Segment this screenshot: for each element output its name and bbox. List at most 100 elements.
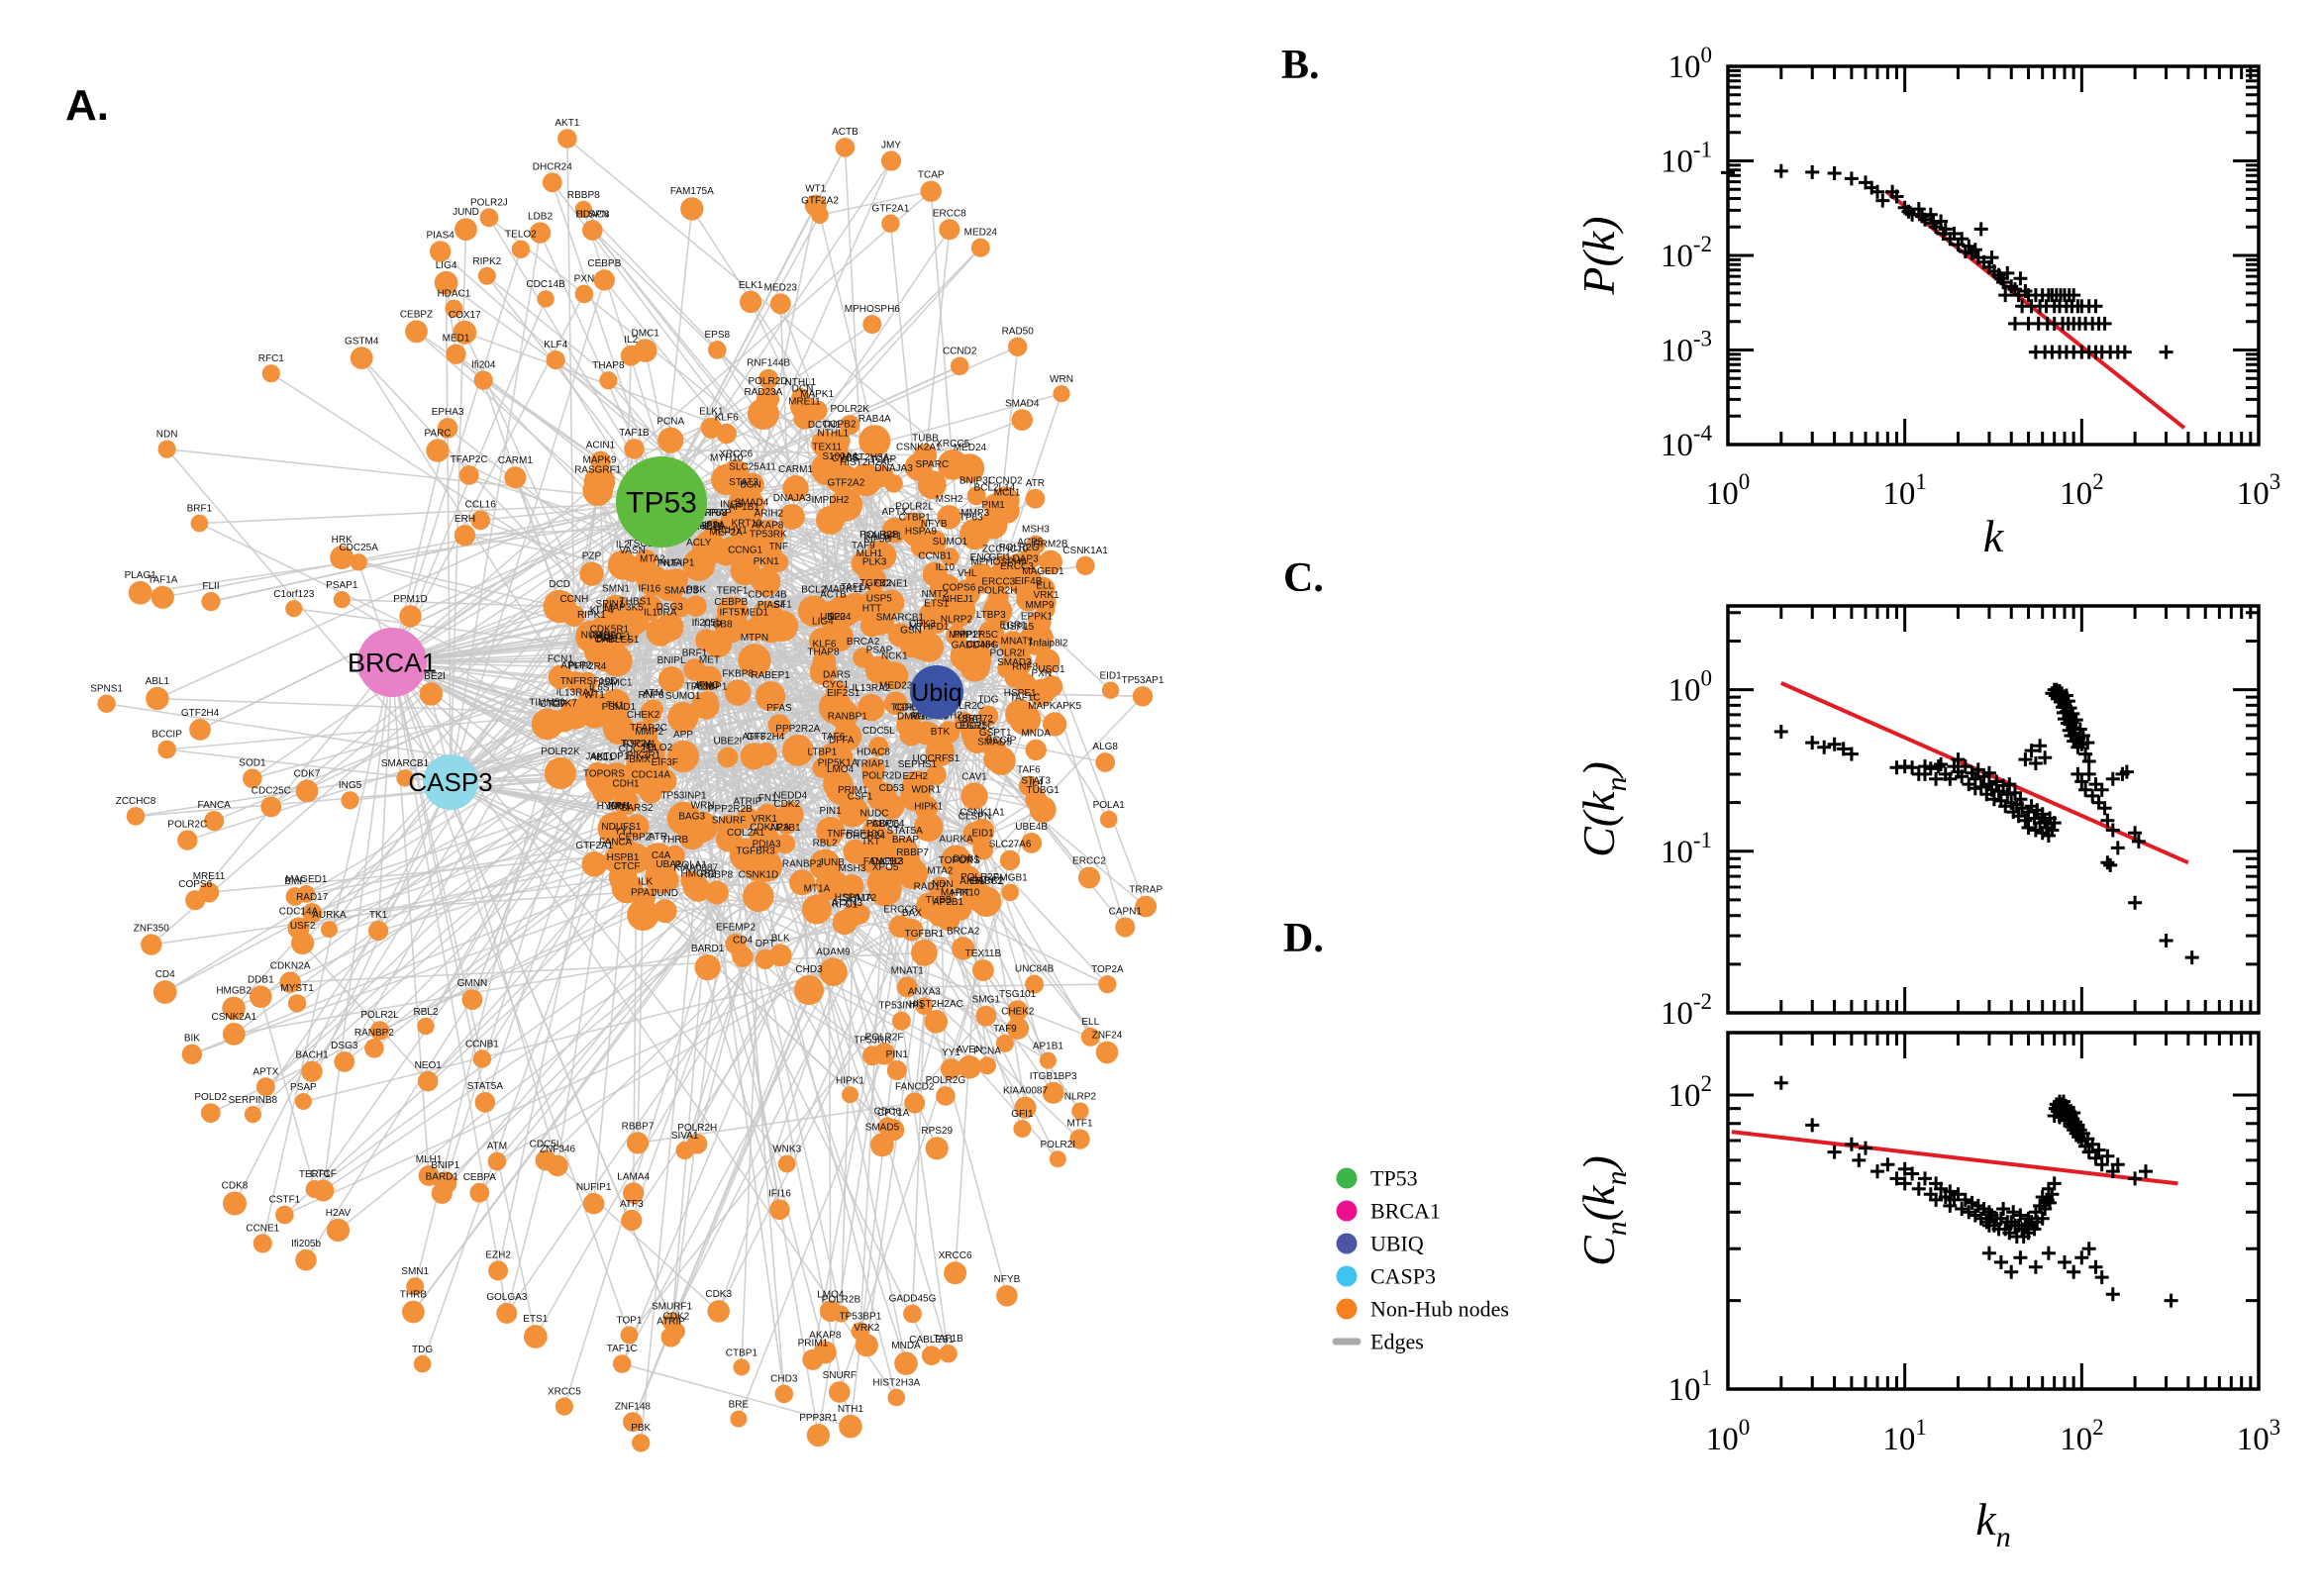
network-node-label: LMO4: [827, 764, 855, 775]
hub-label: TP53: [626, 487, 697, 520]
network-node-label: UNC84B: [1015, 964, 1055, 975]
network-node-label: PXN: [1032, 668, 1053, 679]
network-node-label: CDC25A: [339, 543, 378, 553]
network-node-label: Ifi205b: [692, 618, 722, 629]
network-node-label: USP5: [866, 593, 893, 604]
network-node-label: THBS1: [620, 596, 653, 607]
network-node-label: BMX: [629, 754, 651, 765]
network-node-label: ATF3: [620, 1199, 644, 1210]
network-node-label: BGN: [740, 479, 761, 490]
network-node: [782, 475, 809, 502]
network-node-label: HDAC8: [576, 209, 610, 220]
network-node-label: TEX11: [812, 443, 842, 453]
network-node-label: HIPK1: [836, 1075, 864, 1086]
network-node: [657, 427, 684, 453]
network-node: [868, 873, 902, 907]
network-node-label: PPA1: [631, 888, 656, 899]
network-node-label: POLR2D: [862, 771, 902, 782]
network-node: [725, 679, 752, 706]
network-node: [1099, 810, 1118, 829]
network-node-label: ATRIP: [734, 796, 762, 807]
network-node-label: JMY: [606, 801, 626, 812]
network-node: [937, 449, 968, 480]
network-node-label: FN1: [758, 793, 777, 804]
network-node-label: ERCC2: [969, 876, 1003, 887]
network-node-label: EZH2: [903, 771, 929, 782]
network-node: [255, 1077, 275, 1097]
network-node: [881, 517, 908, 544]
network-node: [913, 721, 938, 746]
network-node: [295, 1248, 317, 1271]
network-node-label: RAD50: [1002, 327, 1035, 338]
network-node: [1080, 1027, 1100, 1047]
network-node: [839, 1414, 862, 1439]
network-node-label: AKT1: [555, 118, 579, 129]
network-node-label: CDK3: [705, 1289, 732, 1300]
network-node: [542, 172, 562, 193]
network-node: [294, 1093, 312, 1110]
network-node-label: SMARCB1: [876, 612, 925, 623]
network-node-label: POLR2K: [830, 404, 869, 415]
network-node-label: KRT10: [732, 518, 762, 529]
network-node-label: STAT3: [1021, 776, 1051, 787]
network-node-label: ATM: [644, 688, 663, 699]
network-node: [413, 1354, 432, 1373]
network-node-label: C1orf123: [273, 589, 315, 600]
network-node: [842, 1086, 858, 1104]
x-tick-label: 100: [1706, 469, 1751, 512]
hub-label: Ubiq: [911, 679, 961, 707]
network-node-label: SMG1: [972, 995, 1001, 1006]
network-node-label: CTGF: [540, 699, 566, 710]
network-node-label: ELL: [1036, 580, 1054, 591]
network-node-label: HYOU1: [597, 801, 632, 812]
network-node-label: KLF6: [715, 413, 739, 424]
network-node: [461, 989, 483, 1010]
network-node: [445, 299, 463, 318]
network-node-label: PBK: [686, 584, 706, 595]
network-node-label: MCL1: [994, 487, 1021, 498]
network-node: [941, 548, 960, 566]
network-node: [694, 954, 721, 981]
network-node-label: FLII: [202, 581, 219, 592]
network-node-label: APLP2: [560, 660, 592, 671]
network-node: [741, 472, 764, 497]
network-node-label: CCND2: [988, 475, 1023, 486]
network-node: [890, 846, 921, 876]
network-node: [1026, 535, 1046, 554]
network-node-label: ZNF346: [540, 1145, 576, 1155]
network-node-label: Ifi204: [471, 360, 496, 371]
hub-node: [357, 628, 427, 697]
network-node: [305, 1179, 324, 1199]
network-node: [579, 561, 604, 586]
legend-item-ubiq: UBIQ: [1336, 1232, 1424, 1256]
network-node-label: GADD45G: [889, 1294, 937, 1305]
network-node: [1075, 555, 1095, 576]
network-node: [1039, 549, 1062, 574]
network-node: [881, 214, 900, 233]
network-node-label: PSMC1: [598, 678, 633, 689]
network-node: [496, 1302, 518, 1324]
network-node: [811, 206, 829, 224]
network-node: [920, 180, 942, 202]
network-node: [995, 1034, 1014, 1052]
network-node-label: TGFB2: [859, 578, 892, 589]
network-node: [835, 138, 856, 157]
network-node-label: TRRAP: [698, 508, 732, 519]
network-node: [326, 1218, 351, 1243]
network-node-label: CABLES1: [909, 1335, 954, 1346]
network-node-label: MPHOSPH6: [845, 304, 901, 315]
network-node-label: ERCC2: [1072, 856, 1106, 867]
network-node: [402, 1300, 425, 1324]
network-node: [1011, 409, 1033, 431]
network-node-label: RRM2B: [1033, 540, 1067, 550]
network-node: [622, 607, 650, 635]
network-node-label: POLA1: [675, 859, 708, 870]
network-graph: PRIM1 NHEJ1 CSTF1 KLF4 TFAP2C HIST2H3A MED1 MSH…: [90, 118, 1164, 1452]
y-axis-label: C(kn): [1573, 761, 1633, 857]
network-node: [1040, 675, 1063, 698]
network-node-label: APTX: [882, 507, 908, 518]
network-node: [619, 555, 646, 582]
network-node-label: BCL2L14: [974, 483, 1016, 494]
network-node: [868, 737, 889, 757]
network-node: [406, 1277, 425, 1296]
